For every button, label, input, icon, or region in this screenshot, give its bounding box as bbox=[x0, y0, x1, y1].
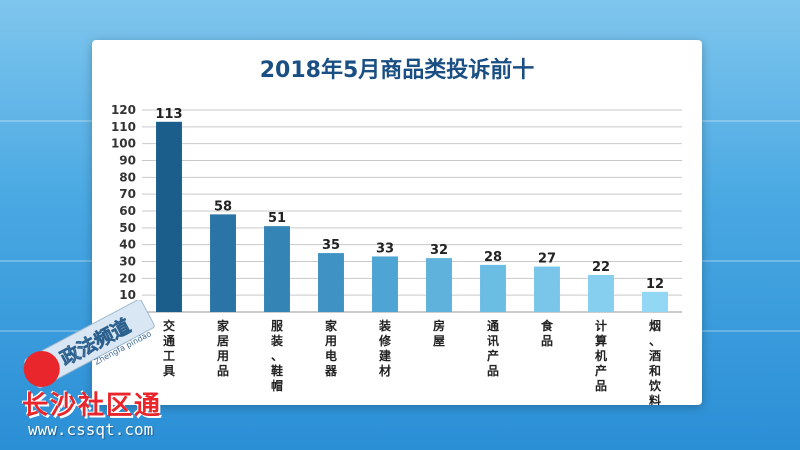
bar-chart: 10 20 30 40 50 60 70 80 90 100 110 120 113 交通工具 58 家居用品… bbox=[111, 103, 682, 405]
y-tick-label: 70 bbox=[119, 187, 136, 201]
y-tick-label: 110 bbox=[111, 120, 136, 134]
y-tick-label: 120 bbox=[111, 103, 136, 117]
y-tick-label: 20 bbox=[119, 271, 136, 285]
channel-logo: 政法频道 Zhengfa pindao bbox=[23, 300, 155, 389]
watermark-channel: 长沙社区通 bbox=[22, 391, 163, 421]
category-label: 服装、鞋帽 bbox=[270, 318, 284, 393]
data-label: 113 bbox=[155, 107, 182, 122]
chart-panel: 2018年5月商品类投诉前十 10 20 30 40 50 60 70 80 90 100 110 1… bbox=[92, 40, 702, 405]
y-tick-label: 80 bbox=[119, 170, 136, 184]
bar bbox=[156, 121, 182, 313]
y-tick-label: 90 bbox=[119, 154, 136, 168]
category-label: 装修建材 bbox=[378, 318, 392, 378]
chart-title: 2018年5月商品类投诉前十 bbox=[259, 58, 535, 83]
data-label: 32 bbox=[430, 243, 448, 258]
logo-mark bbox=[23, 350, 60, 387]
bar bbox=[534, 266, 560, 312]
data-label: 58 bbox=[214, 199, 232, 214]
data-label: 12 bbox=[646, 277, 664, 292]
bar bbox=[264, 226, 290, 312]
y-tick-label: 30 bbox=[119, 255, 136, 269]
bar bbox=[318, 253, 344, 312]
y-tick-label: 10 bbox=[119, 288, 136, 302]
y-tick-label: 50 bbox=[119, 221, 136, 235]
y-tick-label: 60 bbox=[119, 204, 136, 218]
category-label: 家用电器 bbox=[324, 318, 338, 378]
watermark-url: www.cssqt.com bbox=[28, 420, 154, 439]
data-label: 27 bbox=[538, 252, 556, 267]
data-label: 22 bbox=[592, 260, 610, 275]
data-label: 28 bbox=[484, 250, 502, 265]
bar bbox=[426, 258, 452, 312]
bar bbox=[588, 274, 614, 312]
data-label: 33 bbox=[376, 241, 394, 256]
bar bbox=[372, 256, 398, 312]
category-label: 烟、酒和饮料 bbox=[648, 319, 662, 405]
category-label: 通讯产品 bbox=[487, 318, 499, 378]
y-tick-label: 40 bbox=[119, 238, 136, 252]
bar bbox=[480, 264, 506, 312]
category-label: 计算机产品 bbox=[595, 318, 607, 393]
bar bbox=[210, 214, 236, 312]
y-tick-label: 100 bbox=[111, 137, 136, 151]
category-label: 交通工具 bbox=[163, 318, 175, 378]
data-label: 51 bbox=[268, 211, 286, 226]
data-label: 35 bbox=[322, 238, 340, 253]
category-label: 食品 bbox=[540, 318, 554, 348]
category-label: 房屋 bbox=[433, 318, 445, 348]
category-label: 家居用品 bbox=[216, 318, 230, 378]
bar bbox=[642, 291, 668, 312]
